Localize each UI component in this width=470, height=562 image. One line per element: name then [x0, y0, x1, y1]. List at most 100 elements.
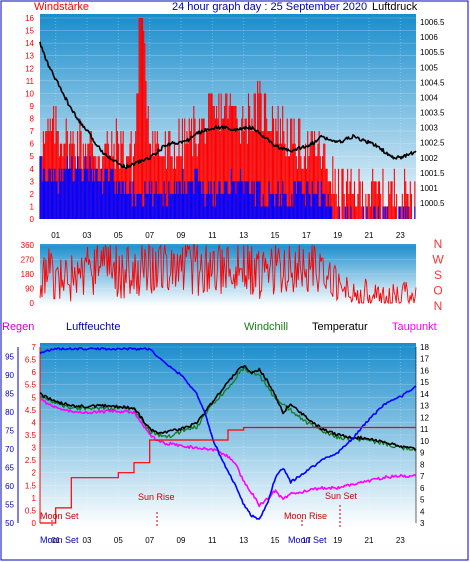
- temperatur-label: Temperatur: [312, 321, 368, 333]
- moon-rise-marker: Moon Rise: [284, 511, 327, 527]
- rain-tick-label: 1.5: [25, 481, 37, 490]
- humidity-tick-label: 85: [5, 389, 14, 398]
- wind-tick-label: 8: [30, 115, 35, 124]
- temperature-tick-label: 10: [420, 437, 429, 446]
- wind-tick-label: 14: [25, 39, 34, 48]
- sun-rise-marker: Sun Rise: [138, 492, 175, 527]
- top-x-tick-label: 09: [177, 231, 186, 240]
- graph-title: 24 hour graph day : 25 September 2020: [172, 1, 367, 13]
- rain-tick-label: 5: [32, 393, 37, 402]
- luftdruck-label: Luftdruck: [372, 1, 418, 13]
- dewpoint-line: [39, 398, 417, 508]
- temperature-tick-label: 14: [420, 390, 429, 399]
- rain-tick-label: 1: [32, 494, 37, 503]
- regen-label: Regen: [2, 321, 34, 333]
- bottom-x-tick-label: 03: [83, 536, 92, 545]
- pressure-line: [39, 41, 417, 170]
- pressure-tick-label: 1000.5: [420, 199, 445, 208]
- direction-tick-label: 270: [21, 256, 35, 265]
- direction-tick-label: 0: [30, 299, 35, 308]
- humidity-tick-label: 90: [5, 371, 14, 380]
- top-x-tick-label: 03: [83, 231, 92, 240]
- top-x-tick-label: 13: [239, 231, 248, 240]
- windchill-line: [39, 366, 417, 452]
- rain-tick-label: 7: [32, 343, 37, 352]
- axis-labels: 0123456789101112131415161000.510011001.5…: [5, 14, 445, 545]
- wind-tick-label: 13: [25, 52, 34, 61]
- pressure-tick-label: 1002: [420, 154, 438, 163]
- humidity-tick-label: 65: [5, 463, 14, 472]
- pressure-tick-label: 1002.5: [420, 139, 445, 148]
- sun-rise-label: Sun Rise: [138, 492, 175, 502]
- moon-set-label: Moon Set: [40, 511, 79, 521]
- rain-tick-label: 6: [32, 368, 37, 377]
- wind-tick-label: 4: [30, 165, 35, 174]
- humidity-tick-label: 95: [5, 352, 14, 361]
- pressure-tick-label: 1001: [420, 184, 438, 193]
- compass-label: N: [434, 299, 443, 313]
- moon-set-marker: Moon Set: [40, 511, 79, 527]
- top-x-tick-label: 23: [396, 231, 405, 240]
- bottom-x-tick-label: 09: [177, 536, 186, 545]
- temperature-tick-label: 6: [420, 484, 425, 493]
- bottom-x-tick-label: 15: [271, 536, 280, 545]
- pressure-tick-label: 1003: [420, 124, 438, 133]
- pressure-tick-label: 1005: [420, 63, 438, 72]
- moon-set-axis-label: Moon Set: [40, 535, 79, 545]
- bottom-x-tick-label: 07: [145, 536, 154, 545]
- wind-tick-label: 2: [30, 190, 35, 199]
- bottom-x-tick-label: 21: [365, 536, 374, 545]
- rain-tick-label: 3: [32, 444, 37, 453]
- humidity-tick-label: 60: [5, 482, 14, 491]
- rain-tick-label: 4.5: [25, 406, 37, 415]
- wind-tick-label: 7: [30, 127, 35, 136]
- wind-tick-label: 11: [26, 77, 35, 86]
- temperature-tick-label: 12: [420, 413, 429, 422]
- rain-tick-label: 0: [32, 519, 37, 528]
- temperature-tick-label: 7: [420, 472, 425, 481]
- pressure-tick-label: 1004: [420, 93, 438, 102]
- sun-set-marker: Sun Set: [325, 491, 358, 527]
- pressure-tick-label: 1004.5: [420, 78, 445, 87]
- wind-tick-label: 5: [30, 152, 35, 161]
- temperature-humidity-series: [39, 346, 417, 524]
- sun-set-label: Sun Set: [325, 491, 358, 501]
- compass-label: N: [434, 237, 443, 251]
- bottom-x-tick-label: 01: [51, 536, 60, 545]
- top-x-tick-label: 21: [365, 231, 374, 240]
- top-x-tick-label: 05: [114, 231, 123, 240]
- temperature-tick-label: 8: [420, 460, 425, 469]
- humidity-tick-label: 70: [5, 445, 14, 454]
- bottom-x-tick-label: 13: [239, 536, 248, 545]
- temperature-tick-label: 3: [420, 519, 425, 528]
- top-x-tick-label: 19: [333, 231, 342, 240]
- compass-label: W: [432, 253, 444, 267]
- pressure-tick-label: 1003.5: [420, 109, 445, 118]
- wind-tick-label: 3: [30, 177, 35, 186]
- wind-tick-label: 10: [25, 89, 34, 98]
- rain-tick-label: 3.5: [25, 431, 37, 440]
- top-x-tick-label: 17: [302, 231, 311, 240]
- windstaerke-label: Windstärke: [34, 1, 89, 13]
- wind-tick-label: 12: [25, 64, 34, 73]
- temperature-tick-label: 18: [420, 343, 429, 352]
- humidity-tick-label: 50: [5, 519, 14, 528]
- temperature-tick-label: 16: [420, 366, 429, 375]
- bottom-x-tick-label: 17: [302, 536, 311, 545]
- bottom-x-tick-label: 19: [333, 536, 342, 545]
- temperature-tick-label: 17: [420, 355, 429, 364]
- pressure-tick-label: 1001.5: [420, 169, 445, 178]
- temperature-tick-label: 15: [420, 378, 429, 387]
- humidity-tick-label: 80: [5, 408, 14, 417]
- top-x-tick-label: 11: [208, 231, 217, 240]
- bottom-x-tick-label: 05: [114, 536, 123, 545]
- wind-direction-line: [39, 243, 417, 305]
- top-x-tick-label: 01: [51, 231, 60, 240]
- temperature-tick-label: 4: [420, 507, 425, 516]
- rain-tick-label: 2.5: [25, 456, 37, 465]
- top-x-tick-label: 07: [145, 231, 154, 240]
- direction-tick-label: 90: [25, 285, 34, 294]
- compass-label: S: [434, 268, 442, 282]
